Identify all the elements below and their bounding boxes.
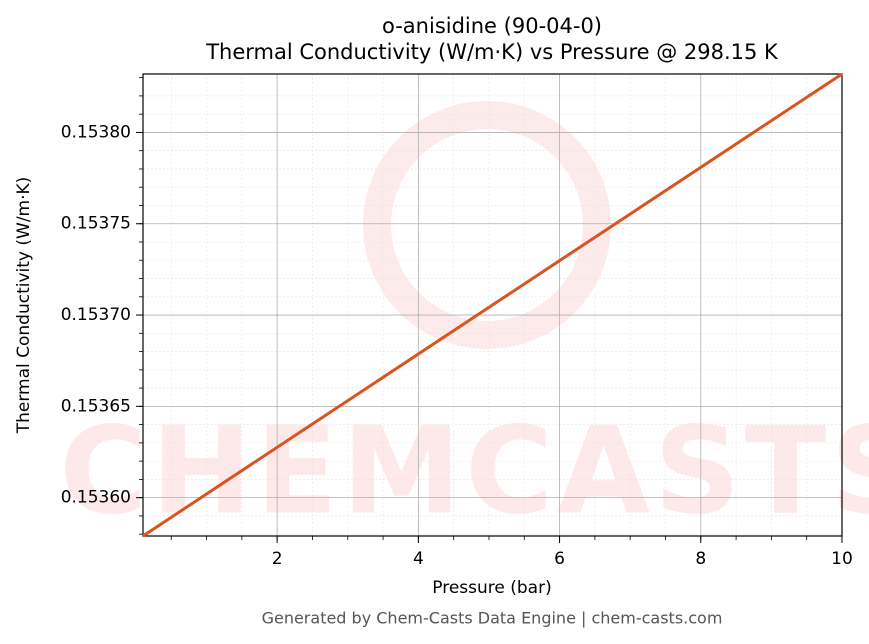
y-tick-label: 0.15375 bbox=[61, 214, 131, 234]
x-tick-label: 2 bbox=[272, 549, 283, 569]
plot-frame bbox=[142, 73, 843, 537]
y-tick-label: 0.15370 bbox=[61, 305, 131, 325]
x-axis-label: Pressure (bar) bbox=[432, 578, 551, 598]
y-tick-label: 0.15365 bbox=[61, 396, 131, 416]
chart-title: o-anisidine (90-04-0) bbox=[382, 14, 602, 38]
watermark: CHEMCASTS bbox=[59, 101, 869, 542]
x-tick-label: 8 bbox=[695, 549, 706, 569]
data-line bbox=[142, 72, 843, 538]
chart-subtitle: Thermal Conductivity (W/m·K) vs Pressure… bbox=[205, 40, 779, 64]
y-axis-label: Thermal Conductivity (W/m·K) bbox=[14, 177, 34, 435]
x-tick-label: 6 bbox=[554, 549, 565, 569]
y-tick-label: 0.15360 bbox=[61, 488, 131, 508]
footer: Generated by Chem-Casts Data Engine | ch… bbox=[262, 609, 723, 628]
x-tick-label: 10 bbox=[831, 549, 853, 569]
svg-text:CHEMCASTS: CHEMCASTS bbox=[59, 403, 869, 542]
x-tick-label: 4 bbox=[413, 549, 424, 569]
y-tick-label: 0.15380 bbox=[61, 122, 131, 142]
